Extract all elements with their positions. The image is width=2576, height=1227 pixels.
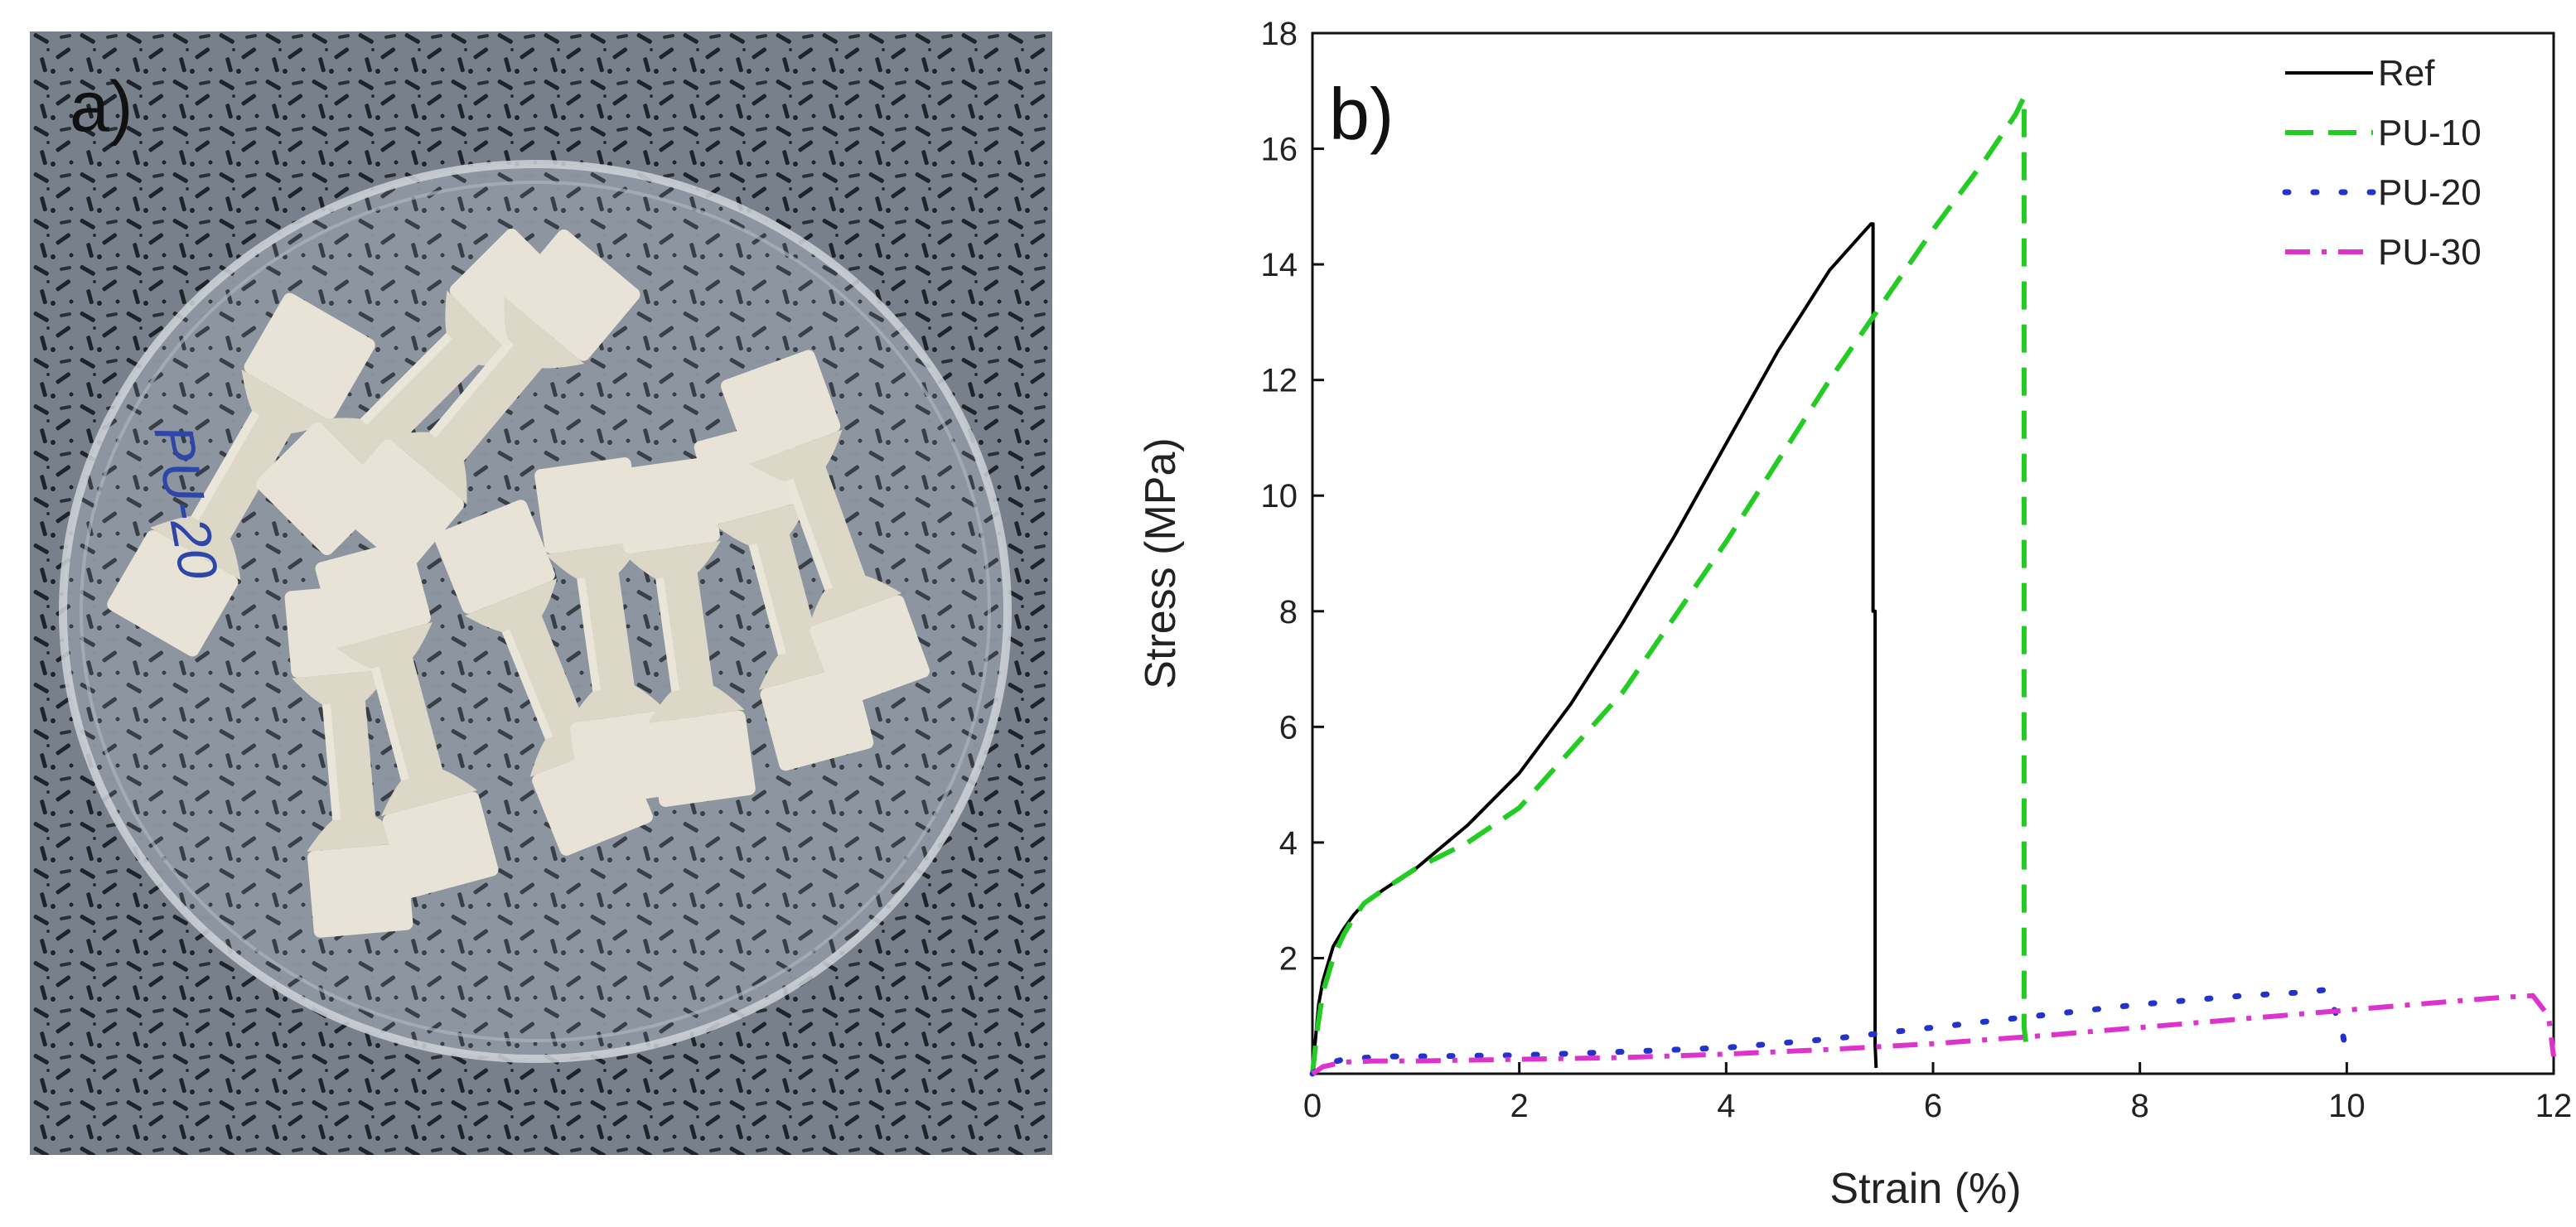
x-tick-label: 2 xyxy=(1510,1088,1529,1124)
x-tick-label: 8 xyxy=(2131,1088,2149,1124)
series-line-pu-20 xyxy=(1309,987,2350,1077)
plot-area-frame xyxy=(1311,31,2555,1075)
legend-label: PU-30 xyxy=(2378,232,2482,273)
y-tick-label: 2 xyxy=(1279,940,1298,977)
photo-panel: PU-20 a) xyxy=(30,31,1052,1155)
legend-label: PU-10 xyxy=(2378,113,2482,153)
panel-a-label: a) xyxy=(70,67,133,147)
series-line-pu-10 xyxy=(1310,94,2029,1075)
x-tick-label: 10 xyxy=(2328,1088,2366,1124)
x-axis-label: Strain (%) xyxy=(1829,1165,2021,1213)
panel-b-label: b) xyxy=(1329,73,1394,155)
legend-label: PU-20 xyxy=(2378,172,2482,213)
chart-panel: 0 2 4 6 8 10 12 2 4 6 8 10 12 14 16 18 Ref PU-10 PU-20 PU… xyxy=(1110,0,2576,1223)
y-tick-label: 6 xyxy=(1279,709,1298,746)
stress-strain-chart: 0 2 4 6 8 10 12 2 4 6 8 10 12 14 16 18 Ref PU-10 PU-20 PU… xyxy=(1137,16,2573,1213)
x-tick-label: 6 xyxy=(1924,1088,1942,1124)
y-tick-label: 14 xyxy=(1261,247,1298,283)
series-line-pu-30 xyxy=(1311,993,2556,1076)
y-tick-label: 18 xyxy=(1261,16,1298,52)
x-tick-label: 12 xyxy=(2535,1088,2573,1124)
y-tick-label: 12 xyxy=(1261,363,1298,399)
y-tick-label: 16 xyxy=(1261,132,1298,168)
y-axis-label: Stress (MPa) xyxy=(1137,437,1185,688)
x-tick-label: 4 xyxy=(1717,1088,1735,1124)
y-tick-label: 10 xyxy=(1261,478,1298,514)
x-tick-label: 0 xyxy=(1303,1088,1322,1124)
series-line-ref xyxy=(1311,222,1878,1075)
y-tick-label: 8 xyxy=(1279,594,1298,630)
y-tick-label: 4 xyxy=(1279,825,1298,862)
legend-label: Ref xyxy=(2378,53,2435,94)
sample-photo: PU-20 a) xyxy=(30,31,1052,1155)
